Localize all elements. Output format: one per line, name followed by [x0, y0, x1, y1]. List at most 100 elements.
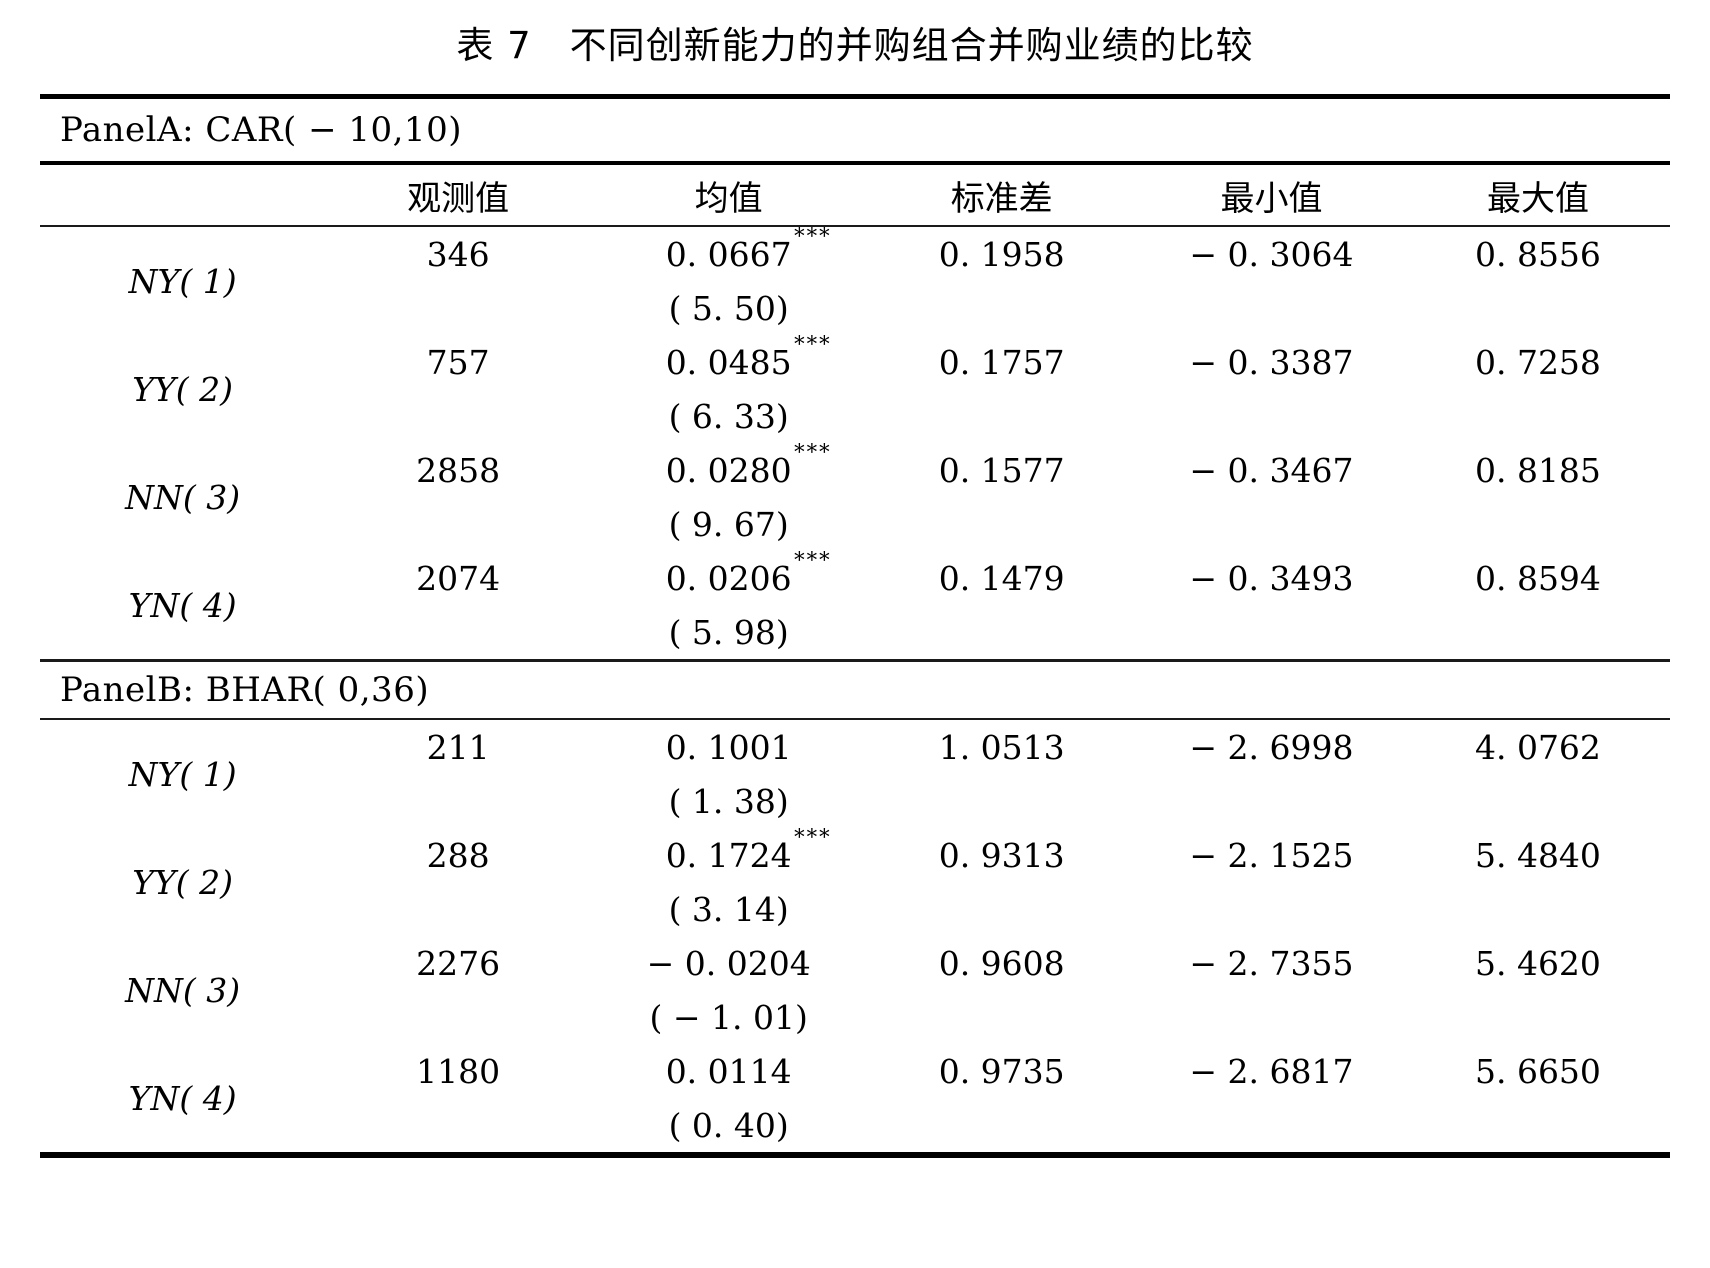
column-header-row: 观测值 均值 标准差 最小值 最大值: [40, 163, 1670, 227]
min-cell: − 2. 1525: [1189, 835, 1354, 875]
max-cell: 0. 8185: [1474, 450, 1601, 490]
mean-cell: 0. 1724 ***: [591, 825, 866, 882]
empty-cell: [866, 497, 1137, 551]
max-cell: 4. 0762: [1474, 727, 1601, 767]
empty-cell: [866, 990, 1137, 1044]
max-cell: 5. 4620: [1474, 943, 1601, 983]
min-cell: − 0. 3387: [1189, 342, 1354, 382]
empty-cell: [325, 882, 591, 936]
tstat-row: ( 9. 67): [40, 497, 1670, 551]
column-header-sd: 标准差: [866, 163, 1137, 227]
empty-cell: [866, 605, 1137, 661]
max-cell: 5. 6650: [1474, 1051, 1601, 1091]
sd-cell: 0. 1577: [938, 450, 1065, 490]
min-cell: − 2. 6817: [1189, 1051, 1354, 1091]
table-row: YN( 4) 2074 0. 0206 *** 0. 1479 − 0. 3493…: [40, 548, 1670, 625]
significance-stars: ***: [794, 440, 832, 464]
obs-cell: 2074: [416, 558, 501, 598]
mean-cell: 0. 1001: [591, 719, 866, 774]
empty-cell: [1406, 1098, 1670, 1155]
obs-cell: 288: [426, 835, 490, 875]
empty-cell: [1406, 497, 1670, 551]
mean-value: − 0. 0204: [646, 943, 811, 983]
row-label: YN( 4): [128, 585, 237, 625]
row-label: NY( 1): [128, 261, 237, 301]
tstat-cell: ( 6. 33): [668, 396, 789, 436]
obs-cell: 2858: [416, 450, 501, 490]
table-row: NN( 3) 2276 − 0. 0204 0. 9608 − 2. 7355 …: [40, 936, 1670, 1010]
empty-cell: [325, 389, 591, 443]
empty-cell: [1406, 774, 1670, 828]
max-cell: 5. 4840: [1474, 835, 1601, 875]
mean-value: 0. 0280: [665, 450, 792, 490]
table-row: YY( 2) 757 0. 0485 *** 0. 1757 − 0. 3387 …: [40, 332, 1670, 409]
empty-cell: [1137, 497, 1406, 551]
mean-value-wrap: − 0. 0204: [647, 944, 811, 983]
empty-cell: [1406, 882, 1670, 936]
mean-value: 0. 1724: [665, 835, 792, 875]
mean-cell: 0. 0114: [591, 1044, 866, 1098]
tstat-row: ( 0. 40): [40, 1098, 1670, 1155]
mean-value-wrap: 0. 0667 ***: [666, 224, 830, 274]
significance-stars: ***: [794, 332, 832, 356]
empty-cell: [325, 774, 591, 828]
sd-cell: 0. 9608: [938, 943, 1065, 983]
empty-cell: [1406, 605, 1670, 661]
empty-cell: [866, 774, 1137, 828]
empty-cell: [1137, 882, 1406, 936]
tstat-row: ( 6. 33): [40, 389, 1670, 443]
stats-table: PanelA: CAR( − 10,10) 观测值 均值 标准差 最小值 最大值…: [40, 94, 1670, 1158]
empty-cell: [866, 389, 1137, 443]
mean-cell: − 0. 0204: [591, 936, 866, 990]
tstat-row: ( 5. 50): [40, 281, 1670, 335]
tstat-row: ( − 1. 01): [40, 990, 1670, 1044]
table-row: NY( 1) 346 0. 0667 *** 0. 1958 − 0. 3064 …: [40, 224, 1670, 301]
mean-value: 0. 0206: [665, 558, 792, 598]
mean-cell: 0. 0206 ***: [591, 548, 866, 605]
max-cell: 0. 8594: [1474, 558, 1601, 598]
corner-cell: [40, 163, 326, 227]
min-cell: − 0. 3493: [1189, 558, 1354, 598]
row-label: YN( 4): [128, 1078, 237, 1118]
empty-cell: [1137, 389, 1406, 443]
row-label: NY( 1): [128, 754, 237, 794]
empty-cell: [1137, 605, 1406, 661]
empty-cell: [1137, 990, 1406, 1044]
empty-cell: [1137, 774, 1406, 828]
obs-cell: 346: [426, 234, 490, 274]
obs-cell: 1180: [416, 1051, 501, 1091]
mean-cell: 0. 0485 ***: [591, 332, 866, 389]
empty-cell: [325, 990, 591, 1044]
panel-header-row: PanelB: BHAR( 0,36): [40, 659, 1670, 720]
tstat-cell: ( 5. 98): [668, 612, 789, 652]
table-title: 表 7 不同创新能力的并购组合并购业绩的比较: [456, 24, 1254, 67]
empty-cell: [325, 605, 591, 661]
panel-label: PanelB: BHAR( 0,36): [40, 659, 1670, 720]
empty-cell: [325, 1098, 591, 1155]
table-row: YN( 4) 1180 0. 0114 0. 9735 − 2. 6817 5.…: [40, 1044, 1670, 1118]
column-header-obs: 观测值: [325, 163, 591, 227]
mean-value: 0. 1001: [665, 727, 792, 767]
tstat-cell: ( 5. 50): [668, 288, 789, 328]
tstat-cell: ( 0. 40): [668, 1105, 789, 1145]
mean-value-wrap: 0. 0280 ***: [665, 440, 830, 490]
sd-cell: 0. 1479: [938, 558, 1065, 598]
empty-cell: [866, 281, 1137, 335]
sd-cell: 0. 9735: [938, 1051, 1065, 1091]
mean-value-wrap: 0. 1001: [666, 728, 792, 767]
table-row: NN( 3) 2858 0. 0280 *** 0. 1577 − 0. 3467…: [40, 440, 1670, 517]
empty-cell: [1406, 389, 1670, 443]
significance-stars: ***: [794, 224, 832, 248]
empty-cell: [1406, 281, 1670, 335]
empty-cell: [1137, 281, 1406, 335]
tstat-row: ( 1. 38): [40, 774, 1670, 828]
tstat-cell: ( 1. 38): [668, 781, 789, 821]
empty-cell: [866, 1098, 1137, 1155]
row-label: NN( 3): [125, 477, 241, 517]
column-header-max: 最大值: [1405, 163, 1670, 227]
mean-value: 0. 0114: [665, 1051, 792, 1091]
row-label: YY( 2): [132, 369, 234, 409]
significance-stars: ***: [794, 825, 832, 849]
min-cell: − 2. 7355: [1189, 943, 1354, 983]
tstat-row: ( 5. 98): [40, 605, 1670, 661]
